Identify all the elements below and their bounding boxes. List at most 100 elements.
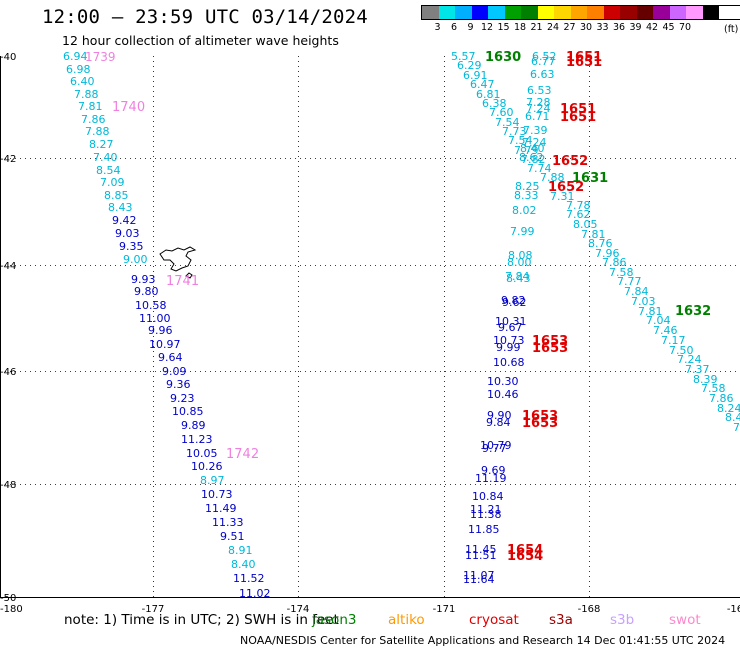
wave-height-value: 6.38	[482, 97, 507, 110]
wave-height-value: 8.76	[588, 237, 613, 250]
pass-time-label: 1653	[522, 416, 558, 431]
legend-tick: 27	[563, 22, 576, 33]
legend-swatch	[471, 6, 488, 19]
wave-height-value: 7.81	[78, 100, 103, 113]
wave-height-value: 8.85	[104, 189, 129, 202]
legend-tick: 15	[497, 22, 510, 33]
wave-height-value: 6.98	[66, 63, 91, 76]
wave-height-value: 7.81	[581, 228, 606, 241]
wave-height-value: 7.03	[631, 295, 656, 308]
legend-swatch	[620, 6, 637, 19]
wave-height-value: 10.30	[487, 375, 519, 388]
wave-height-value: 9.69	[481, 464, 506, 477]
legend-swatch	[455, 6, 472, 19]
wave-height-value: 9.00	[123, 253, 148, 266]
wave-height-value: 7.86	[602, 256, 627, 269]
wave-height-value: 11.85	[468, 523, 500, 536]
wave-height-value: 9.67	[498, 321, 523, 334]
legend-tick: 18	[513, 22, 527, 33]
wave-height-value: 11.33	[212, 516, 244, 529]
legend-swatch	[537, 6, 554, 19]
legend-swatch	[504, 6, 521, 19]
wave-height-value: 11.23	[181, 433, 213, 446]
wave-height-value: 7.99	[510, 225, 535, 238]
x-tick-label: -16	[727, 604, 740, 615]
wave-height-value: 7.60	[489, 106, 514, 119]
wave-height-value: 7.54	[495, 116, 520, 129]
legend-swatches	[421, 5, 740, 20]
pass-time-label: 1632	[675, 304, 711, 319]
wave-height-value: 6.81	[476, 88, 501, 101]
legend-tick: 9	[467, 22, 474, 33]
satellite-label: s3b	[610, 612, 635, 628]
wave-height-value: 6.91	[463, 69, 488, 82]
legend-swatch	[488, 6, 505, 19]
wave-height-value: 9.35	[119, 240, 144, 253]
x-tick-label: -171	[433, 604, 456, 615]
legend-swatch	[570, 6, 587, 19]
legend-swatch	[554, 6, 571, 19]
pass-time-label: 1652	[552, 154, 588, 169]
wave-height-value: 7	[733, 421, 740, 434]
wave-height-value: 8.33	[514, 189, 539, 202]
wave-height-value: 8.4	[725, 411, 740, 424]
wave-height-value: 7.84	[505, 270, 530, 283]
wave-height-value: 10.31	[495, 315, 527, 328]
wave-height-value: 8.08	[508, 249, 533, 262]
wave-height-value: 9.62	[502, 296, 527, 309]
wave-height-value: 11.21	[470, 503, 502, 516]
satellite-label: altiko	[388, 612, 425, 628]
wave-height-value: 8.43	[506, 272, 531, 285]
legend-tick: 70	[678, 22, 692, 33]
satellite-label: cryosat	[469, 612, 519, 628]
wave-height-value: 6.77	[531, 55, 556, 68]
wave-height-value: 7.58	[609, 266, 634, 279]
legend-unit: (ft)	[724, 24, 739, 35]
pass-time-label: 1652	[548, 180, 584, 195]
map-subtitle: 12 hour collection of altimeter wave hei…	[62, 33, 339, 48]
credit-line: NOAA/NESDIS Center for Satellite Applica…	[240, 634, 726, 647]
wave-height-value: 10.73	[201, 488, 233, 501]
legend-tick: 12	[480, 22, 494, 33]
legend-swatch	[587, 6, 604, 19]
wave-height-value: 7.31	[550, 190, 575, 203]
pass-time-label: 1653	[532, 341, 568, 356]
wave-height-value: 6.40	[70, 75, 95, 88]
wave-height-value: 7.28	[526, 96, 551, 109]
legend-tick: 45	[662, 22, 675, 33]
wave-height-value: 10.85	[172, 405, 204, 418]
y-tick-label: -46	[0, 367, 16, 378]
wave-height-value: 9.99	[496, 341, 521, 354]
wave-height-value: 10.84	[472, 490, 504, 503]
wave-height-value: 6.29	[457, 59, 482, 72]
wave-height-value: 6.47	[470, 78, 495, 91]
wave-height-value: 7.88	[74, 88, 99, 101]
x-tick-label: -168	[578, 604, 601, 615]
wave-height-value: 11.51	[465, 549, 497, 562]
wave-height-value: 8.62	[519, 151, 544, 164]
wave-height-value: 7.09	[100, 176, 125, 189]
pass-time-label: 1651	[566, 50, 602, 65]
wave-height-value: 9.96	[148, 324, 173, 337]
wave-height-value: 6.63	[530, 68, 555, 81]
legend-tick: 21	[530, 22, 543, 33]
wave-height-value: 7.73	[502, 125, 527, 138]
wave-height-value: 11.64	[463, 573, 495, 586]
wave-height-value: 7.88	[85, 125, 110, 138]
wave-height-value: 8.05	[573, 218, 598, 231]
wave-height-value: 10.79	[480, 439, 512, 452]
wave-height-value: 10.26	[191, 460, 223, 473]
island-outline-icon	[159, 246, 197, 279]
wave-height-value: 8.27	[89, 138, 114, 151]
axis-tick-labels: -180 -177 -174 -171 -168 -16 -40 -42 -44 -46 -48 -5…	[0, 52, 740, 615]
pass-time-label: 1651	[560, 102, 596, 117]
wave-height-value: 8.97	[200, 474, 225, 487]
map-frame	[0, 56, 740, 598]
wave-height-value: 9.09	[162, 365, 187, 378]
wave-height-value: 10.68	[493, 356, 525, 369]
legend-tick: 42	[645, 22, 659, 33]
wave-height-value: 8.91	[228, 544, 253, 557]
color-legend: 3 6 9 12 15 18 21 24 27 30 33 36 39 42 45 70 (ft)	[421, 5, 740, 35]
wave-height-values: 6.946.986.407.887.817.867.888.277.408.54…	[63, 50, 740, 600]
